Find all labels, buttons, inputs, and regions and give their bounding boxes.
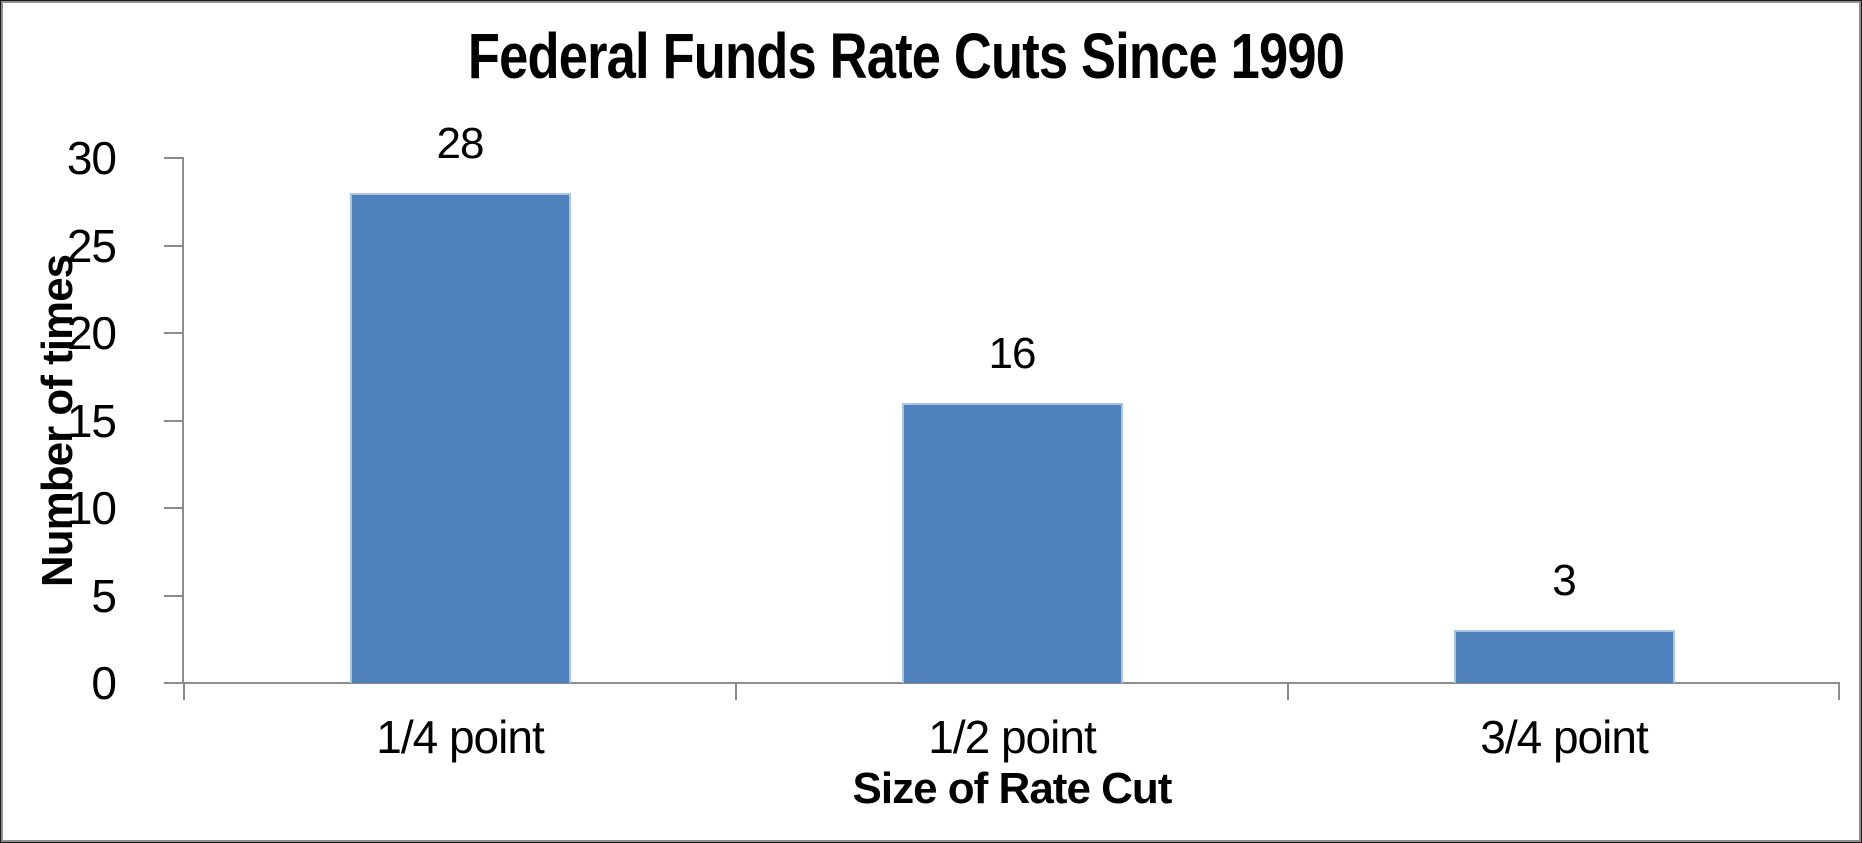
bar-value-label: 16	[988, 329, 1037, 378]
y-tick-mark	[164, 507, 184, 509]
chart-title: Federal Funds Rate Cuts Since 1990	[467, 20, 1345, 92]
y-tick-label: 30	[66, 132, 117, 184]
plot-area: 0 5 10 15 20 25 30 28 16 3	[67, 120, 1840, 706]
y-tick-mark	[164, 419, 184, 422]
x-axis-title: Size of Rate Cut	[852, 764, 1173, 813]
y-tick-label: 5	[91, 569, 117, 622]
y-tick-mark	[164, 157, 184, 159]
x-category-label: 1/2 point	[928, 711, 1096, 763]
y-tick-mark	[164, 682, 184, 684]
y-tick-label: 20	[66, 307, 117, 359]
x-tick-mark	[1287, 684, 1289, 700]
x-category-label: 3/4 point	[1480, 711, 1648, 763]
bar-value-label: 3	[1552, 556, 1576, 605]
x-axis-line	[182, 682, 1840, 684]
y-tick-mark	[164, 332, 184, 334]
bar	[1454, 630, 1675, 683]
x-tick-mark	[1838, 684, 1840, 700]
y-tick-mark	[164, 244, 184, 247]
y-tick-label: 25	[66, 219, 117, 272]
x-category-label: 1/4 point	[376, 711, 544, 763]
y-tick-label: 15	[66, 394, 117, 447]
y-tick-label: 0	[91, 657, 117, 709]
bar	[350, 193, 571, 683]
x-tick-mark	[735, 684, 737, 700]
y-tick-mark	[164, 594, 184, 597]
x-tick-mark	[183, 684, 185, 700]
y-tick-label: 10	[66, 482, 117, 534]
bar-value-label: 28	[436, 119, 485, 168]
bar	[902, 403, 1123, 683]
